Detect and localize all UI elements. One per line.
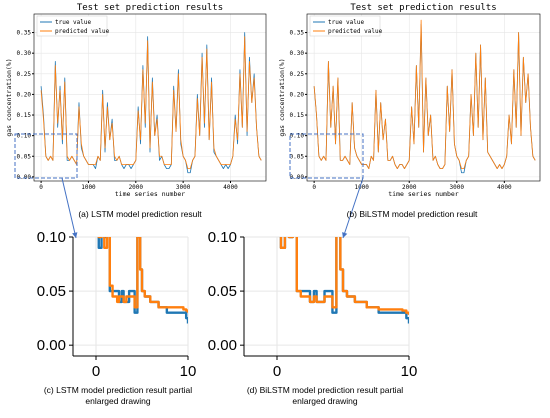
- panel-a-lstm-chart: 0 1000 2000 3000 4000 0.00 0.05 0.10 0.15 0.20 0.2…: [5, 3, 267, 198]
- y-tick-label: 0.15: [17, 112, 32, 119]
- x-tick-label: 1000: [81, 184, 96, 191]
- y-tick-label: 0.00: [208, 337, 237, 354]
- zoom-arrow-head: [342, 232, 348, 238]
- panel-b-bilstm-chart: 0 1000 2000 3000 4000 0.00 0.05 0.10 0.15 0.20 0.2…: [278, 3, 541, 198]
- caption-d-line2: enlarged drawing: [292, 396, 357, 406]
- y-tick-label: 0.05: [290, 153, 305, 160]
- series-line-true-value: [97, 237, 188, 324]
- y-tick-label: 0.10: [37, 229, 66, 246]
- x-tick-label: 0: [273, 363, 281, 380]
- x-tick-label: 1000: [354, 184, 369, 191]
- x-axis-label: time series number: [115, 190, 186, 198]
- series-line-true-value: [40, 32, 262, 174]
- caption-c-line2: enlarged drawing: [85, 396, 150, 406]
- zoom-arrow-line: [342, 177, 364, 239]
- series-line-predicted-value: [97, 237, 188, 313]
- x-tick-label: 3000: [176, 184, 191, 191]
- plot-frame: [33, 13, 267, 182]
- y-tick-label: 0.30: [17, 50, 32, 57]
- legend-entry: true value: [55, 19, 92, 26]
- y-tick-label: 0.15: [290, 112, 305, 119]
- legend-box: [309, 15, 381, 37]
- y-tick-label: 0.30: [290, 50, 305, 57]
- panel-c-lstm-zoom: 0 10 0.00 0.05 0.10: [37, 229, 197, 380]
- y-tick-label: 0.20: [17, 91, 32, 98]
- y-tick-label: 0.05: [37, 283, 66, 300]
- chart-title: Test set prediction results: [350, 3, 496, 13]
- series-line-true-value: [313, 23, 536, 174]
- y-tick-label: 0.25: [17, 71, 32, 78]
- chart-title: Test set prediction results: [77, 3, 223, 13]
- zoom-arrow-line: [61, 177, 77, 239]
- caption-b: (b) BiLSTM model prediction result: [347, 209, 478, 219]
- legend-entry: predicted value: [328, 28, 383, 35]
- zoom-arrow-head: [72, 232, 78, 238]
- series-line-predicted-value: [40, 36, 262, 170]
- plot-frame: [306, 13, 541, 182]
- x-tick-label: 3000: [450, 184, 465, 191]
- caption-c-line1: (c) LSTM model prediction result partial: [44, 385, 192, 395]
- caption-d-line1: (d) BiLSTM model prediction result parti…: [247, 385, 403, 395]
- y-tick-label: 0.35: [17, 30, 32, 37]
- y-tick-label: 0.00: [290, 174, 305, 181]
- legend-box: [36, 15, 108, 37]
- legend: true value predicted value: [309, 15, 383, 37]
- y-tick-label: 0.00: [37, 337, 66, 354]
- legend: true value predicted value: [36, 15, 110, 37]
- x-tick-label: 10: [180, 363, 197, 380]
- y-axis-label: gas concentration(%): [278, 58, 286, 136]
- y-tick-label: 0.10: [290, 133, 305, 140]
- x-tick-label: 4000: [223, 184, 238, 191]
- series-line-predicted-value: [279, 237, 409, 315]
- zoom-highlights: [14, 133, 364, 239]
- y-tick-label: 0.10: [17, 133, 32, 140]
- y-tick-label: 0.05: [208, 283, 237, 300]
- x-tick-label: 0: [312, 184, 316, 191]
- y-tick-label: 0.35: [290, 30, 305, 37]
- series-line-true-value: [279, 237, 409, 324]
- y-tick-label: 0.00: [17, 174, 32, 181]
- y-tick-label: 0.20: [290, 91, 305, 98]
- x-tick-label: 2000: [129, 184, 144, 191]
- x-tick-label: 0: [39, 184, 43, 191]
- y-tick-label: 0.10: [208, 229, 237, 246]
- legend-entry: predicted value: [55, 28, 110, 35]
- panel-d-bilstm-zoom: 0 10 0.00 0.05 0.10: [208, 229, 418, 380]
- caption-a: (a) LSTM model prediction result: [78, 209, 202, 219]
- x-tick-label: 4000: [497, 184, 512, 191]
- zoom-region-box: [289, 133, 364, 179]
- x-axis-label: time series number: [388, 190, 459, 198]
- y-tick-label: 0.05: [17, 153, 32, 160]
- y-tick-label: 0.25: [290, 71, 305, 78]
- legend-entry: true value: [328, 19, 365, 26]
- x-tick-label: 0: [92, 363, 100, 380]
- zoom-region-box: [14, 133, 78, 179]
- y-axis-label: gas concentration(%): [5, 58, 13, 136]
- x-tick-label: 2000: [402, 184, 417, 191]
- x-tick-label: 10: [401, 363, 418, 380]
